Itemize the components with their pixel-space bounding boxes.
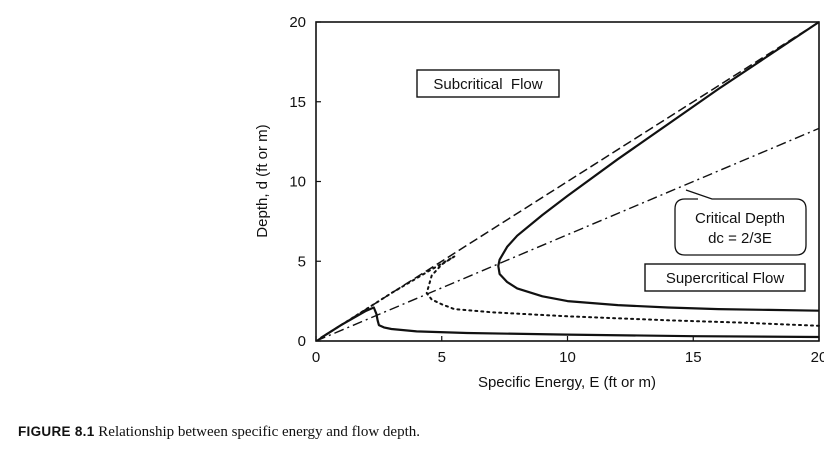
critical-depth-label: Critical Depth: [695, 210, 785, 227]
solid-curve-3: [320, 306, 820, 339]
figure-caption-text: Relationship between specific energy and…: [94, 424, 420, 440]
y-tick-label: 20: [289, 14, 306, 31]
x-tick-label: 5: [438, 349, 446, 366]
axis-ticks: 0 5 10 15 20 0 5 10 15 20: [289, 14, 824, 366]
y-axis-label: Depth, d (ft or m): [254, 124, 271, 237]
y-tick-label: 0: [298, 333, 306, 350]
series-group: [315, 21, 820, 342]
critical-depth-formula: dc = 2/3E: [708, 230, 772, 247]
x-tick-label: 20: [811, 349, 824, 366]
y-tick-label: 15: [289, 94, 306, 111]
supercritical-flow-box: Supercritical Flow: [644, 263, 806, 292]
x-tick-label: 15: [685, 349, 702, 366]
subcritical-flow-box: Subcritical Flow: [416, 69, 560, 98]
figure-caption: FIGURE 8.1 Relationship between specific…: [18, 424, 420, 441]
dashed-line-0: [315, 21, 820, 342]
subcritical-flow-label: Subcritical Flow: [433, 76, 542, 93]
critical-depth-callout: Critical Depth dc = 2/3E: [674, 189, 807, 256]
x-axis-label: Specific Energy, E (ft or m): [478, 374, 656, 391]
x-tick-label: 10: [559, 349, 576, 366]
supercritical-flow-label: Supercritical Flow: [666, 270, 785, 287]
solid-curve-1: [497, 21, 820, 312]
y-tick-label: 10: [289, 174, 306, 191]
critical-depth-line-4: [315, 127, 820, 342]
figure-number: FIGURE 8.1: [18, 424, 95, 439]
y-tick-label: 5: [298, 253, 306, 270]
x-tick-label: 0: [312, 349, 320, 366]
